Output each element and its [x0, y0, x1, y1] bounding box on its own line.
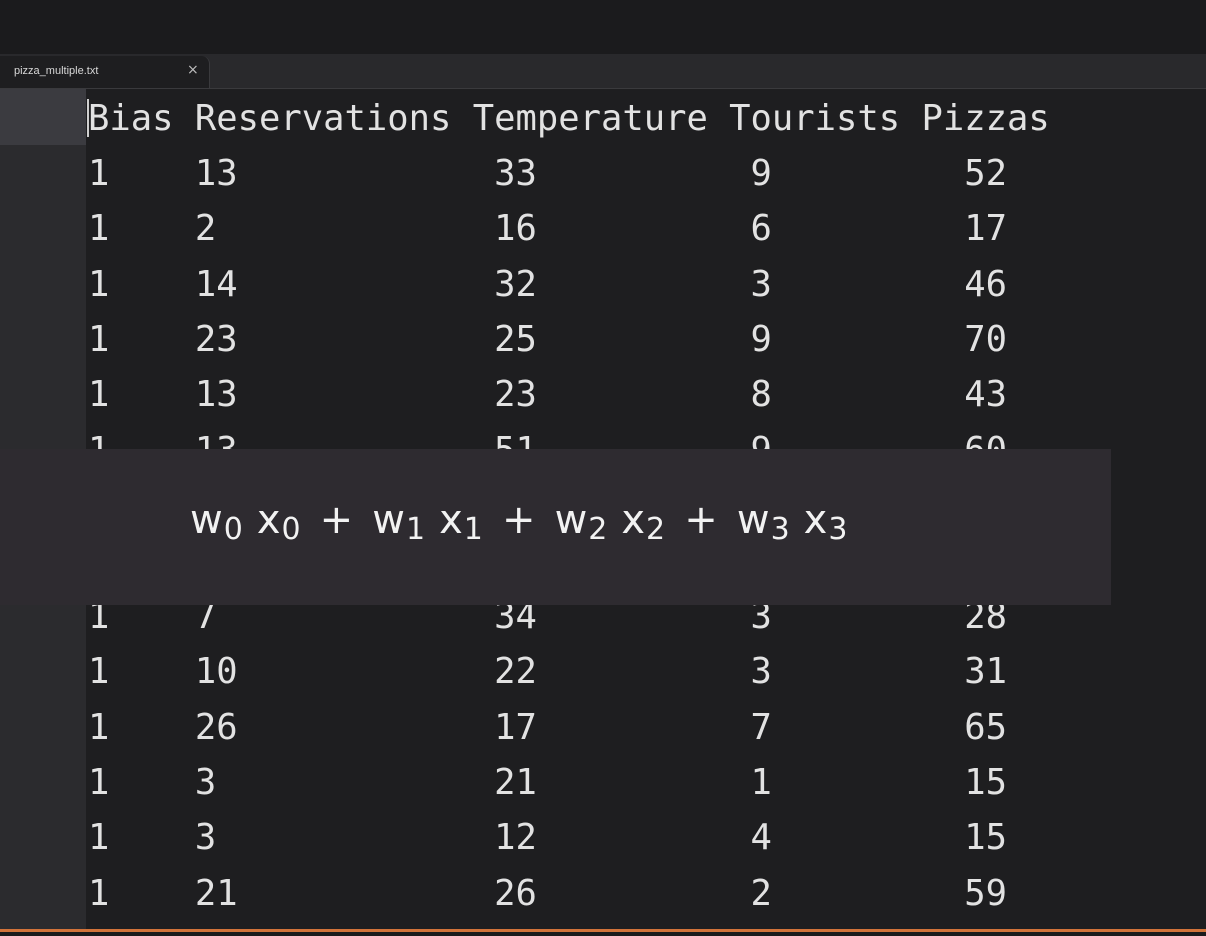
plus-sign: + [501, 497, 536, 543]
input-symbol: x [621, 497, 647, 543]
plus-sign: + [684, 497, 718, 543]
data-line: 1 13 23 8 43 [88, 374, 1008, 415]
data-line: 1 26 17 7 65 [88, 707, 1008, 748]
active-line-highlight [0, 89, 86, 145]
window-titlebar [0, 0, 1206, 54]
weight-subscript: 3 [770, 512, 790, 547]
input-subscript: 0 [281, 512, 301, 547]
data-line: 1 2 16 6 17 [88, 208, 1008, 249]
weight-symbol: w [554, 497, 589, 543]
data-line: 1 10 22 3 31 [88, 651, 1008, 692]
input-symbol: x [256, 497, 282, 543]
close-icon[interactable]: × [187, 62, 199, 78]
tab-label: pizza_multiple.txt [14, 65, 99, 77]
data-line: 1 3 21 1 15 [88, 762, 1008, 803]
data-line: 1 13 33 9 52 [88, 153, 1008, 194]
weight-symbol: w [372, 497, 406, 543]
weight-subscript: 0 [223, 512, 243, 547]
data-line: 1 14 32 3 46 [88, 264, 1008, 305]
tab-pizza-multiple[interactable]: pizza_multiple.txt × [0, 56, 210, 88]
weight-symbol: w [736, 497, 771, 543]
formula-overlay: w0 x0 + w1 x1 + w2 x2 + w3 x3 [0, 449, 1111, 605]
weight-subscript: 2 [588, 512, 608, 547]
data-line: 1 21 26 2 59 [88, 873, 1008, 914]
status-accent-bar [0, 929, 1206, 932]
text-caret [87, 99, 89, 137]
weighted-sum-formula: w0 x0 + w1 x1 + w2 x2 + w3 x3 [190, 497, 847, 547]
input-subscript: 2 [646, 512, 666, 547]
input-symbol: x [803, 497, 829, 543]
input-subscript: 1 [463, 512, 483, 547]
tab-bar: pizza_multiple.txt × [0, 54, 1206, 89]
weight-subscript: 1 [406, 512, 426, 547]
input-subscript: 3 [828, 512, 848, 547]
header-line: Bias Reservations Temperature Tourists P… [88, 98, 1050, 139]
data-line: 1 23 25 9 70 [88, 319, 1008, 360]
input-symbol: x [439, 497, 464, 543]
data-line: 1 3 12 4 15 [88, 817, 1008, 858]
plus-sign: + [319, 497, 354, 543]
bottom-edge [0, 932, 1206, 936]
weight-symbol: w [190, 497, 224, 543]
